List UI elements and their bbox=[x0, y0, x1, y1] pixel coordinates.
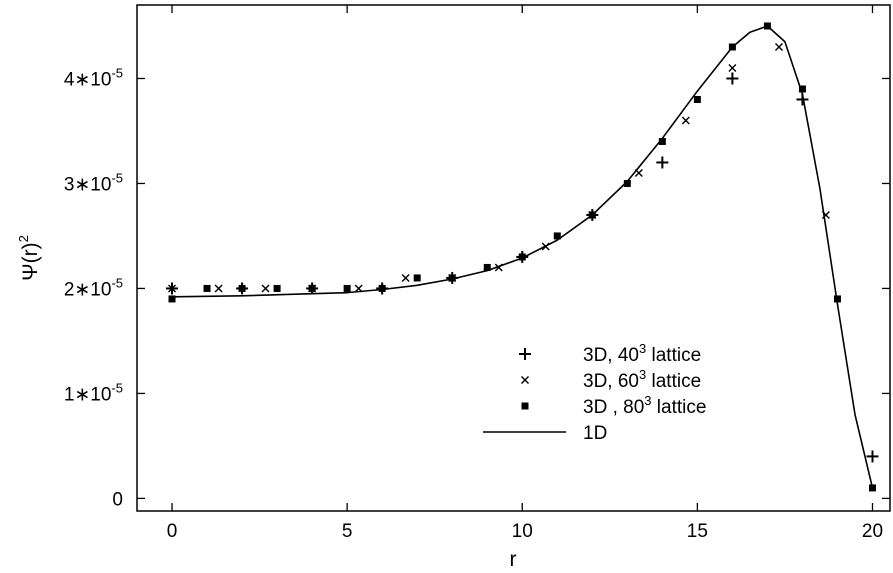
x-axis-label: r bbox=[510, 548, 517, 571]
y-tick-label-base: 3∗10 bbox=[64, 174, 112, 195]
legend-item: 3D , 803 lattice bbox=[521, 393, 706, 418]
data-point-plus bbox=[656, 156, 669, 169]
x-axis-ticks: 0 5 10 15 20 bbox=[167, 5, 883, 542]
y-tick-label-exp: -5 bbox=[111, 65, 123, 80]
plot-frame bbox=[136, 4, 891, 512]
x-tick-label: 10 bbox=[512, 521, 533, 542]
y-tick-label-base: 4∗10 bbox=[64, 69, 112, 90]
legend-label: 3D, 403 lattice bbox=[583, 341, 701, 366]
x-tick-label: 20 bbox=[862, 521, 883, 542]
data-point-square bbox=[273, 284, 281, 292]
y-axis-label: Ψ(r)2 bbox=[16, 235, 42, 281]
data-point-square bbox=[203, 284, 211, 292]
y-tick-label-exp: -5 bbox=[111, 380, 123, 395]
y-axis-label-exp: 2 bbox=[16, 235, 31, 242]
data-point-cross bbox=[401, 273, 410, 282]
y-axis-label-base: Ψ(r) bbox=[19, 242, 42, 281]
series-4 bbox=[172, 25, 874, 489]
data-point-square bbox=[798, 85, 806, 93]
series-line bbox=[172, 25, 874, 489]
data-point-cross bbox=[168, 284, 177, 293]
y-axis-ticks: 01∗10-52∗10-53∗10-54∗10-5 bbox=[64, 65, 890, 510]
data-point-square bbox=[448, 274, 456, 282]
x-tick-label: 5 bbox=[342, 521, 353, 542]
data-point-cross bbox=[261, 284, 270, 293]
y-tick-label: 3∗10-5 bbox=[64, 170, 123, 195]
data-point-square bbox=[378, 284, 386, 292]
legend-item: 3D, 603 lattice bbox=[521, 367, 701, 392]
data-point-square bbox=[623, 179, 631, 187]
data-point-square bbox=[168, 295, 176, 303]
data-point-cross bbox=[728, 63, 737, 72]
data-point-square bbox=[868, 484, 876, 492]
y-tick-label: 4∗10-5 bbox=[64, 65, 123, 90]
data-point-cross bbox=[774, 42, 783, 51]
y-tick-label-exp: -5 bbox=[111, 275, 123, 290]
data-point-square bbox=[521, 402, 529, 410]
data-point-square bbox=[553, 232, 561, 240]
data-point-plus bbox=[519, 348, 531, 360]
y-tick-label-base: 2∗10 bbox=[64, 279, 112, 300]
data-point-plus bbox=[866, 450, 879, 463]
data-point-square bbox=[518, 253, 526, 261]
legend-label: 3D, 603 lattice bbox=[583, 367, 701, 392]
data-point-cross bbox=[681, 116, 690, 125]
x-tick-label: 15 bbox=[687, 521, 708, 542]
data-point-square bbox=[238, 284, 246, 292]
legend-label: 3D , 803 lattice bbox=[583, 393, 706, 418]
legend-label: 1D bbox=[583, 423, 607, 444]
data-point-square bbox=[483, 263, 491, 271]
y-tick-label-base: 1∗10 bbox=[64, 384, 112, 405]
data-point-square bbox=[308, 284, 316, 292]
data-point-cross bbox=[521, 376, 529, 384]
legend-item: 1D bbox=[483, 423, 607, 444]
x-tick-label: 0 bbox=[167, 521, 178, 542]
series-2 bbox=[168, 42, 830, 293]
data-point-cross bbox=[214, 284, 223, 293]
legend-item: 3D, 403 lattice bbox=[519, 341, 701, 366]
y-tick-label-exp: -5 bbox=[111, 170, 123, 185]
data-point-plus bbox=[726, 72, 739, 85]
data-point-square bbox=[693, 95, 701, 103]
series-layer bbox=[166, 22, 879, 492]
y-tick-label: 2∗10-5 bbox=[64, 275, 123, 300]
y-tick-label: 0 bbox=[112, 489, 123, 510]
data-point-square bbox=[343, 284, 351, 292]
series-3 bbox=[168, 22, 876, 492]
y-tick-label: 1∗10-5 bbox=[64, 380, 123, 405]
data-point-square bbox=[413, 274, 421, 282]
data-point-square bbox=[658, 137, 666, 145]
